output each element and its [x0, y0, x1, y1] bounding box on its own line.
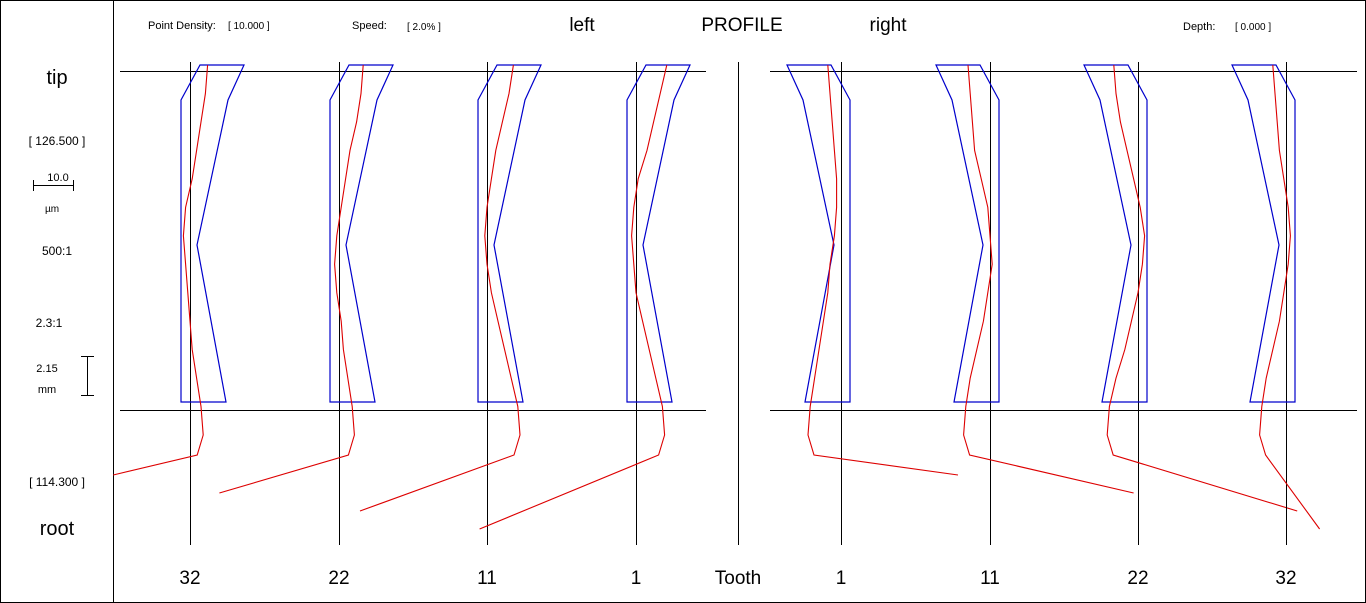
tooth-right-1: 1: [786, 62, 959, 589]
tolerance-envelope: [626, 64, 691, 403]
length-bar-icon: [81, 356, 94, 396]
measured-profile: [963, 64, 1134, 494]
measured-profile: [113, 64, 209, 476]
tooth-left-22: 22: [219, 62, 394, 589]
magnification-ratio: 500:1: [42, 244, 72, 258]
length-ratio: 2.3:1: [36, 316, 63, 330]
measured-profile: [1259, 64, 1321, 530]
tolerance-envelope: [1083, 64, 1148, 403]
tolerance-envelope: [477, 64, 542, 403]
tooth-left-11: 11: [359, 62, 542, 589]
tolerance-envelope: [1231, 64, 1296, 403]
tooth-left-32: 32: [113, 62, 245, 589]
measured-profile: [1106, 64, 1298, 512]
tooth-right-32: 32: [1231, 62, 1321, 589]
tooth-number-label: 32: [179, 568, 200, 589]
scale-value: 10.0: [47, 172, 68, 184]
speed-value: [ 2.0% ]: [407, 22, 441, 33]
tip-label: tip: [46, 67, 67, 89]
tooth-axis-label: Tooth: [715, 568, 761, 589]
root-diameter-value: [ 114.300 ]: [29, 475, 85, 489]
measured-profile: [359, 64, 521, 512]
tolerance-envelope: [329, 64, 394, 403]
right-label: right: [870, 15, 908, 36]
length-unit: mm: [38, 384, 56, 396]
tolerance-envelope: [180, 64, 245, 403]
measured-profile: [807, 64, 959, 476]
speed-label: Speed:: [352, 20, 387, 32]
tolerance-envelope: [935, 64, 1000, 403]
measured-profile: [219, 64, 364, 494]
tooth-number-label: 22: [1127, 568, 1148, 589]
measured-profile: [479, 64, 668, 530]
tooth-number-label: 22: [328, 568, 349, 589]
scale-unit: µm: [45, 204, 59, 215]
tooth-right-22: 22: [1083, 62, 1298, 589]
point-density-value: [ 10.000 ]: [228, 21, 270, 32]
tooth-number-label: 11: [980, 568, 1000, 589]
tolerance-envelope: [786, 64, 851, 403]
tooth-number-label: 1: [631, 568, 642, 589]
depth-value: [ 0.000 ]: [1235, 22, 1271, 33]
tooth-number-label: 1: [836, 568, 847, 589]
point-density-label: Point Density:: [148, 20, 216, 32]
tip-diameter-value: [ 126.500 ]: [29, 134, 86, 148]
tooth-number-label: 32: [1275, 568, 1296, 589]
length-value: 2.15: [36, 363, 57, 375]
root-label: root: [40, 518, 75, 540]
left-panel: [120, 71, 706, 411]
profile-title: PROFILE: [701, 15, 782, 36]
tooth-right-11: 11: [935, 62, 1134, 589]
tooth-left-1: 1: [479, 62, 691, 589]
left-label: left: [569, 15, 595, 36]
plot-layer: 32 22 11 1 1 11 22 32: [113, 62, 1321, 589]
scale-bar-icon: [33, 180, 74, 191]
right-panel: [770, 71, 1357, 411]
depth-label: Depth:: [1183, 21, 1215, 33]
tooth-number-label: 11: [477, 568, 497, 589]
